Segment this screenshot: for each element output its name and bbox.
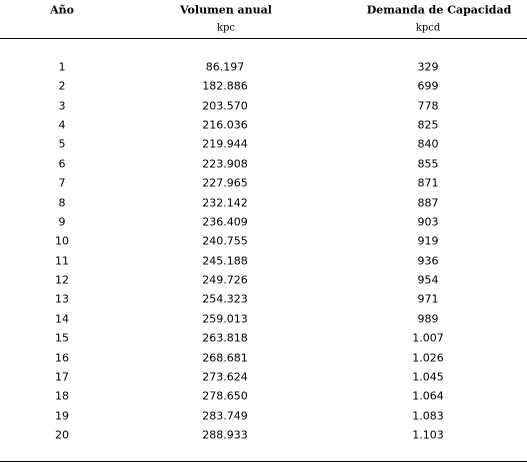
table-cell: 223.908 (202, 157, 248, 171)
table-cell: 263.818 (202, 331, 248, 345)
table-cell: 9 (58, 215, 66, 229)
header-rule (0, 38, 527, 39)
table-cell: 4 (58, 118, 66, 132)
table-cell: 216.036 (202, 118, 248, 132)
table-cell: 919 (417, 234, 439, 248)
table-cell: 18 (55, 389, 69, 403)
table-cell: 17 (55, 370, 69, 384)
table-cell: 14 (55, 312, 69, 326)
table-cell: 1.103 (412, 428, 444, 442)
table-cell: 1.007 (412, 331, 444, 345)
bottom-rule (0, 461, 527, 462)
table-cell: 1.045 (412, 370, 444, 384)
header-cell: Volumen anual (180, 3, 272, 17)
table-cell: 329 (417, 60, 439, 74)
table-cell: 86.197 (205, 60, 245, 74)
table-cell: 16 (55, 351, 69, 365)
table-cell: 2 (58, 79, 66, 93)
table-cell: 203.570 (202, 99, 248, 113)
table-cell: 182.886 (202, 79, 248, 93)
table-cell: 871 (417, 176, 439, 190)
table-cell: 240.755 (202, 234, 248, 248)
table-cell: 273.624 (202, 370, 248, 384)
table-cell: 1 (58, 60, 66, 74)
header-cell: Año (50, 3, 74, 17)
table-cell: 259.013 (202, 312, 248, 326)
unit-cell: kpc (216, 22, 236, 34)
table-cell: 971 (417, 292, 439, 306)
table-cell: 936 (417, 254, 439, 268)
table-cell: 5 (58, 137, 66, 151)
table-cell: 245.188 (202, 254, 248, 268)
table-cell: 903 (417, 215, 439, 229)
table-cell: 11 (55, 254, 69, 268)
header-cell: Demanda de Capacidad (366, 3, 512, 17)
table-cell: 1.064 (412, 389, 444, 403)
table-cell: 10 (55, 234, 69, 248)
table-cell: 288.933 (202, 428, 248, 442)
table-cell: 699 (417, 79, 439, 93)
table-cell: 13 (55, 292, 69, 306)
table-cell: 236.409 (202, 215, 248, 229)
table-cell: 227.965 (202, 176, 248, 190)
table-cell: 887 (417, 196, 439, 210)
unit-cell: kpcd (415, 22, 441, 34)
table-cell: 249.726 (202, 273, 248, 287)
table-cell: 3 (58, 99, 66, 113)
table-cell: 8 (58, 196, 66, 210)
table-cell: 989 (417, 312, 439, 326)
table-cell: 825 (417, 118, 439, 132)
table-cell: 278.650 (202, 389, 248, 403)
table-cell: 855 (417, 157, 439, 171)
table-cell: 268.681 (202, 351, 248, 365)
table-cell: 283.749 (202, 409, 248, 423)
table-cell: 7 (58, 176, 66, 190)
table-cell: 19 (55, 409, 69, 423)
table-cell: 6 (58, 157, 66, 171)
table-cell: 219.944 (202, 137, 248, 151)
table-cell: 15 (55, 331, 69, 345)
table-cell: 232.142 (202, 196, 248, 210)
table-cell: 954 (417, 273, 439, 287)
table-cell: 1.026 (412, 351, 444, 365)
table-cell: 840 (417, 137, 439, 151)
table-cell: 20 (55, 428, 69, 442)
table-cell: 254.323 (202, 292, 248, 306)
table-cell: 12 (55, 273, 69, 287)
table-cell: 1.083 (412, 409, 444, 423)
table-cell: 778 (417, 99, 439, 113)
